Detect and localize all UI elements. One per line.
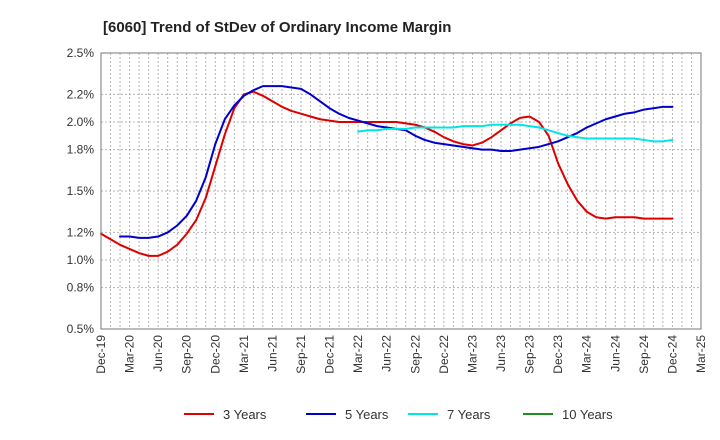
legend-label-2: 5 Years: [345, 407, 389, 422]
y-tick-label: 2.5%: [67, 46, 95, 60]
y-tick-label: 1.5%: [67, 184, 95, 198]
x-tick-label: Dec-23: [551, 335, 565, 374]
y-tick-label: 1.8%: [67, 143, 95, 157]
x-tick-label: Dec-24: [665, 335, 679, 374]
series-line-1: [100, 90, 674, 257]
chart-title: [6060] Trend of StDev of Ordinary Income…: [103, 19, 451, 36]
x-tick-label: Jun-23: [494, 335, 508, 372]
series-lines: [100, 85, 674, 257]
y-tick-label: 0.5%: [67, 322, 95, 336]
x-tick-label: Sep-22: [408, 335, 422, 374]
x-axis-labels: Dec-19 Mar-20 Jun-20 Sep-20 Dec-20 Mar-21 Jun-…: [94, 335, 708, 374]
y-tick-label: 1.0%: [67, 253, 95, 267]
x-tick-label: Dec-19: [94, 335, 108, 374]
y-tick-label: 0.8%: [67, 281, 95, 295]
x-tick-label: Jun-22: [380, 335, 394, 372]
x-tick-label: Sep-20: [180, 335, 194, 374]
x-tick-label: Mar-23: [465, 335, 479, 373]
legend-label-4: 10 Years: [562, 407, 613, 422]
x-tick-label: Dec-20: [208, 335, 222, 374]
x-tick-label: Mar-24: [580, 335, 594, 373]
x-tick-label: Jun-20: [151, 335, 165, 372]
x-tick-label: Mar-20: [123, 335, 137, 373]
x-tick-label: Mar-25: [694, 335, 708, 373]
y-tick-label: 2.2%: [67, 87, 95, 101]
x-tick-label: Dec-22: [437, 335, 451, 374]
legend-label-1: 3 Years: [223, 407, 267, 422]
x-tick-label: Sep-23: [523, 335, 537, 374]
series-line-3: [357, 123, 674, 143]
y-axis-labels: 0.5% 0.8% 1.0% 1.2% 1.5% 1.8% 2.0% 2.2% 2.5%: [67, 46, 95, 336]
x-tick-label: Dec-21: [323, 335, 337, 374]
grid: [100, 52, 702, 330]
x-tick-label: Sep-24: [637, 335, 651, 374]
plot-area-border: [100, 52, 702, 330]
x-tick-label: Jun-24: [608, 335, 622, 372]
y-tick-label: 1.2%: [67, 225, 95, 239]
y-tick-label: 2.0%: [67, 115, 95, 129]
x-tick-label: Sep-21: [294, 335, 308, 374]
legend-label-3: 7 Years: [447, 407, 491, 422]
x-tick-label: Mar-22: [351, 335, 365, 373]
x-tick-label: Mar-21: [237, 335, 251, 373]
x-tick-label: Jun-21: [265, 335, 279, 372]
legend: 3 Years 5 Years 7 Years 10 Years: [184, 407, 613, 422]
